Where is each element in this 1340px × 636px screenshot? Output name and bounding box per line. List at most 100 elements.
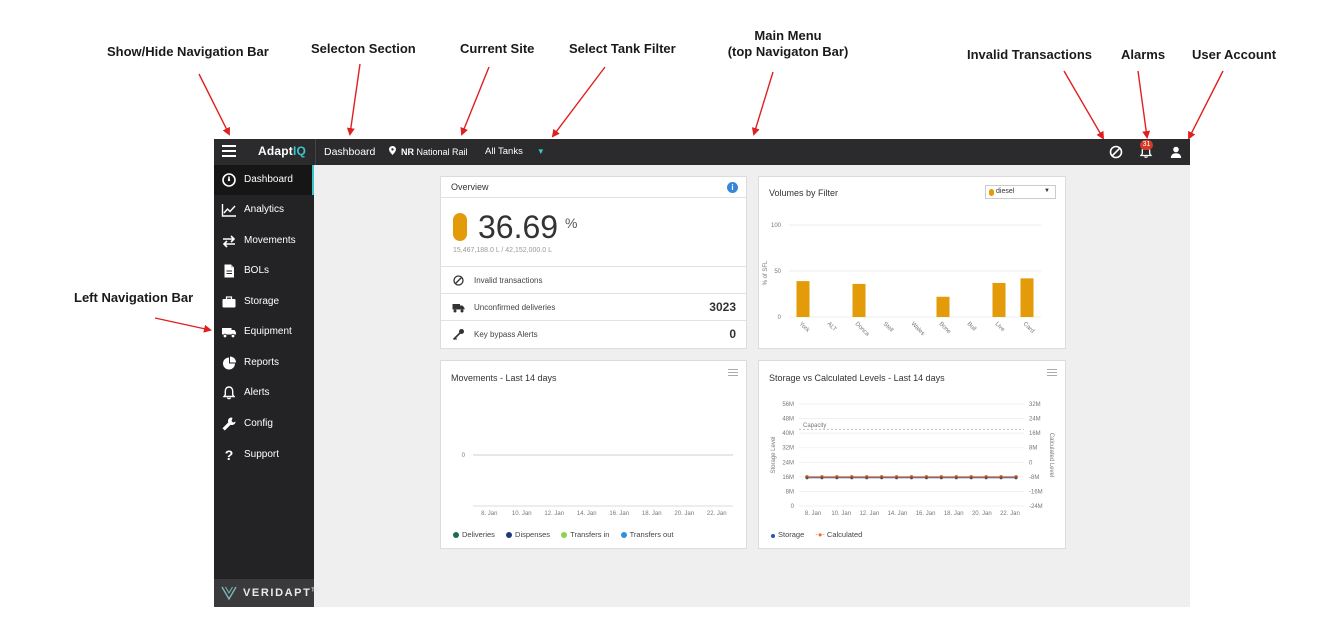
pie-chart-icon xyxy=(221,355,237,371)
y-tick-label: 0 xyxy=(778,315,782,321)
row-label: Invalid transactions xyxy=(474,276,543,285)
x-tick-label: 12. Jan xyxy=(859,511,879,517)
no-entry-icon xyxy=(452,274,465,287)
caret-down-icon: ▼ xyxy=(1044,188,1050,194)
percent-sign: % xyxy=(565,215,578,231)
legend-item-dispenses[interactable]: Dispenses xyxy=(506,530,550,539)
legend-dot xyxy=(453,532,459,538)
annotation-main-menu: Main Menu (top Navigaton Bar) xyxy=(720,28,856,60)
legend-item-storage[interactable]: Storage xyxy=(771,530,804,539)
x-tick-label: 18. Jan xyxy=(944,511,964,517)
y-axis-label: Storage Level xyxy=(771,436,777,473)
y2-axis-label: Calculated Level xyxy=(1048,433,1054,477)
sidebar-item-alerts[interactable]: Alerts xyxy=(214,378,314,408)
y2-tick-label: 0 xyxy=(1029,460,1033,466)
annotation-select-tank-filter: Select Tank Filter xyxy=(569,41,676,56)
tank-filter-dropdown[interactable]: All Tanks ▼ xyxy=(485,146,545,157)
annotation-alarms: Alarms xyxy=(1121,47,1166,62)
sidebar-item-label: BOLs xyxy=(244,265,270,276)
brand-text: VERIDAPT xyxy=(243,587,312,599)
storage-point xyxy=(880,476,884,480)
capacity-label: Capacity xyxy=(803,423,826,429)
arrow-main-menu xyxy=(751,71,774,136)
legend-item-deliveries[interactable]: Deliveries xyxy=(453,530,495,539)
legend-label: Transfers out xyxy=(629,530,674,539)
storage-point xyxy=(910,476,913,480)
card-title: Movements - Last 14 days xyxy=(451,373,557,383)
row-label: Unconfirmed deliveries xyxy=(474,303,556,312)
key-icon xyxy=(452,328,465,341)
arrow-invalid-transactions xyxy=(1063,70,1105,140)
brand-footer: VERIDAPTTM xyxy=(214,579,319,607)
sidebar-item-label: Movements xyxy=(244,235,296,246)
sidebar-item-movements[interactable]: Movements xyxy=(214,226,314,256)
x-tick-label: Card xyxy=(1022,321,1035,334)
overview-row-key-bypass-alerts[interactable]: Key bypass Alerts 0 xyxy=(441,320,746,347)
sidebar-item-dashboard[interactable]: Dashboard xyxy=(214,165,314,195)
fill-percentage: 36.69 xyxy=(478,209,559,245)
bar-card xyxy=(1020,278,1034,317)
y-tick-label: 48M xyxy=(782,417,794,423)
y-tick-label: 100 xyxy=(771,223,782,229)
storage-point xyxy=(865,476,869,480)
sidebar-item-analytics[interactable]: Analytics xyxy=(214,195,314,225)
info-icon[interactable]: i xyxy=(727,182,738,193)
sidebar-item-equipment[interactable]: Equipment xyxy=(214,317,314,347)
y-tick-label: 24M xyxy=(782,460,794,466)
no-entry-icon[interactable] xyxy=(1108,144,1124,160)
x-tick-label: Bull xyxy=(966,321,977,332)
hamburger-menu-icon[interactable] xyxy=(728,369,738,376)
row-label: Key bypass Alerts xyxy=(474,330,538,339)
x-tick-label: 22. Jan xyxy=(1000,511,1020,517)
sidebar-item-label: Equipment xyxy=(244,326,292,337)
y2-tick-label: 32M xyxy=(1029,402,1041,408)
dashboard-icon xyxy=(221,172,237,188)
storage-point xyxy=(850,476,854,480)
storage-point xyxy=(805,476,809,480)
hamburger-menu-icon[interactable] xyxy=(1047,369,1057,376)
map-pin-icon xyxy=(389,146,398,157)
x-tick-label: 10. Jan xyxy=(831,511,851,517)
legend-dot xyxy=(561,532,568,538)
movements-legend: Deliveries Dispenses Transfers in Transf… xyxy=(453,530,682,539)
overview-row-invalid-transactions[interactable]: Invalid transactions xyxy=(441,266,746,293)
sidebar-item-bols[interactable]: BOLs xyxy=(214,256,314,286)
y2-tick-label: -8M xyxy=(1029,475,1039,481)
sidebar-item-reports[interactable]: Reports xyxy=(214,348,314,378)
legend-line-marker: -●- xyxy=(815,530,825,539)
x-tick-label: Wales xyxy=(910,321,926,337)
overview-card: Overview i 36.69 % 15,467,188.0 L / 42,1… xyxy=(440,176,747,349)
logo-main: Adapt xyxy=(258,144,293,158)
sidebar-item-label: Dashboard xyxy=(244,174,293,185)
app-logo[interactable]: AdaptIQ xyxy=(258,144,306,158)
x-tick-label: 16. Jan xyxy=(916,511,936,517)
analytics-icon xyxy=(221,202,237,218)
legend-item-calculated[interactable]: -●- Calculated xyxy=(815,530,862,539)
y2-tick-label: -24M xyxy=(1029,504,1043,510)
arrow-selection-section xyxy=(346,63,361,136)
x-tick-label: 16. Jan xyxy=(609,511,629,517)
bar-donca xyxy=(852,283,866,317)
x-tick-label: 18. Jan xyxy=(642,511,662,517)
veridapt-logo-icon xyxy=(221,586,237,601)
menu-icon[interactable] xyxy=(222,145,236,158)
x-tick-label: 14. Jan xyxy=(577,511,597,517)
sidebar-item-storage[interactable]: Storage xyxy=(214,287,314,317)
sidebar-item-config[interactable]: Config xyxy=(214,409,314,439)
arrow-alarms xyxy=(1137,70,1151,139)
user-icon[interactable] xyxy=(1168,144,1184,160)
y-tick-label: 50 xyxy=(774,269,781,275)
x-tick-label: Live xyxy=(994,321,1006,333)
current-site[interactable]: NR National Rail xyxy=(389,146,468,157)
left-navigation-bar: Dashboard Analytics Movements BOLs Stora… xyxy=(214,165,319,607)
y-tick-label: 16M xyxy=(782,475,794,481)
x-tick-label: Donca xyxy=(854,321,871,338)
brand-trademark: TM xyxy=(311,587,319,594)
x-tick-label: 14. Jan xyxy=(888,511,908,517)
legend-item-transfers-out[interactable]: Transfers out xyxy=(620,530,674,539)
overview-row-unconfirmed-deliveries[interactable]: Unconfirmed deliveries 3023 xyxy=(441,293,746,320)
sidebar-item-support[interactable]: ? Support xyxy=(214,440,314,470)
x-tick-label: 10. Jan xyxy=(512,511,532,517)
fuel-filter-dropdown[interactable]: diesel ▼ xyxy=(985,185,1056,199)
legend-item-transfers-in[interactable]: Transfers in xyxy=(561,530,609,539)
